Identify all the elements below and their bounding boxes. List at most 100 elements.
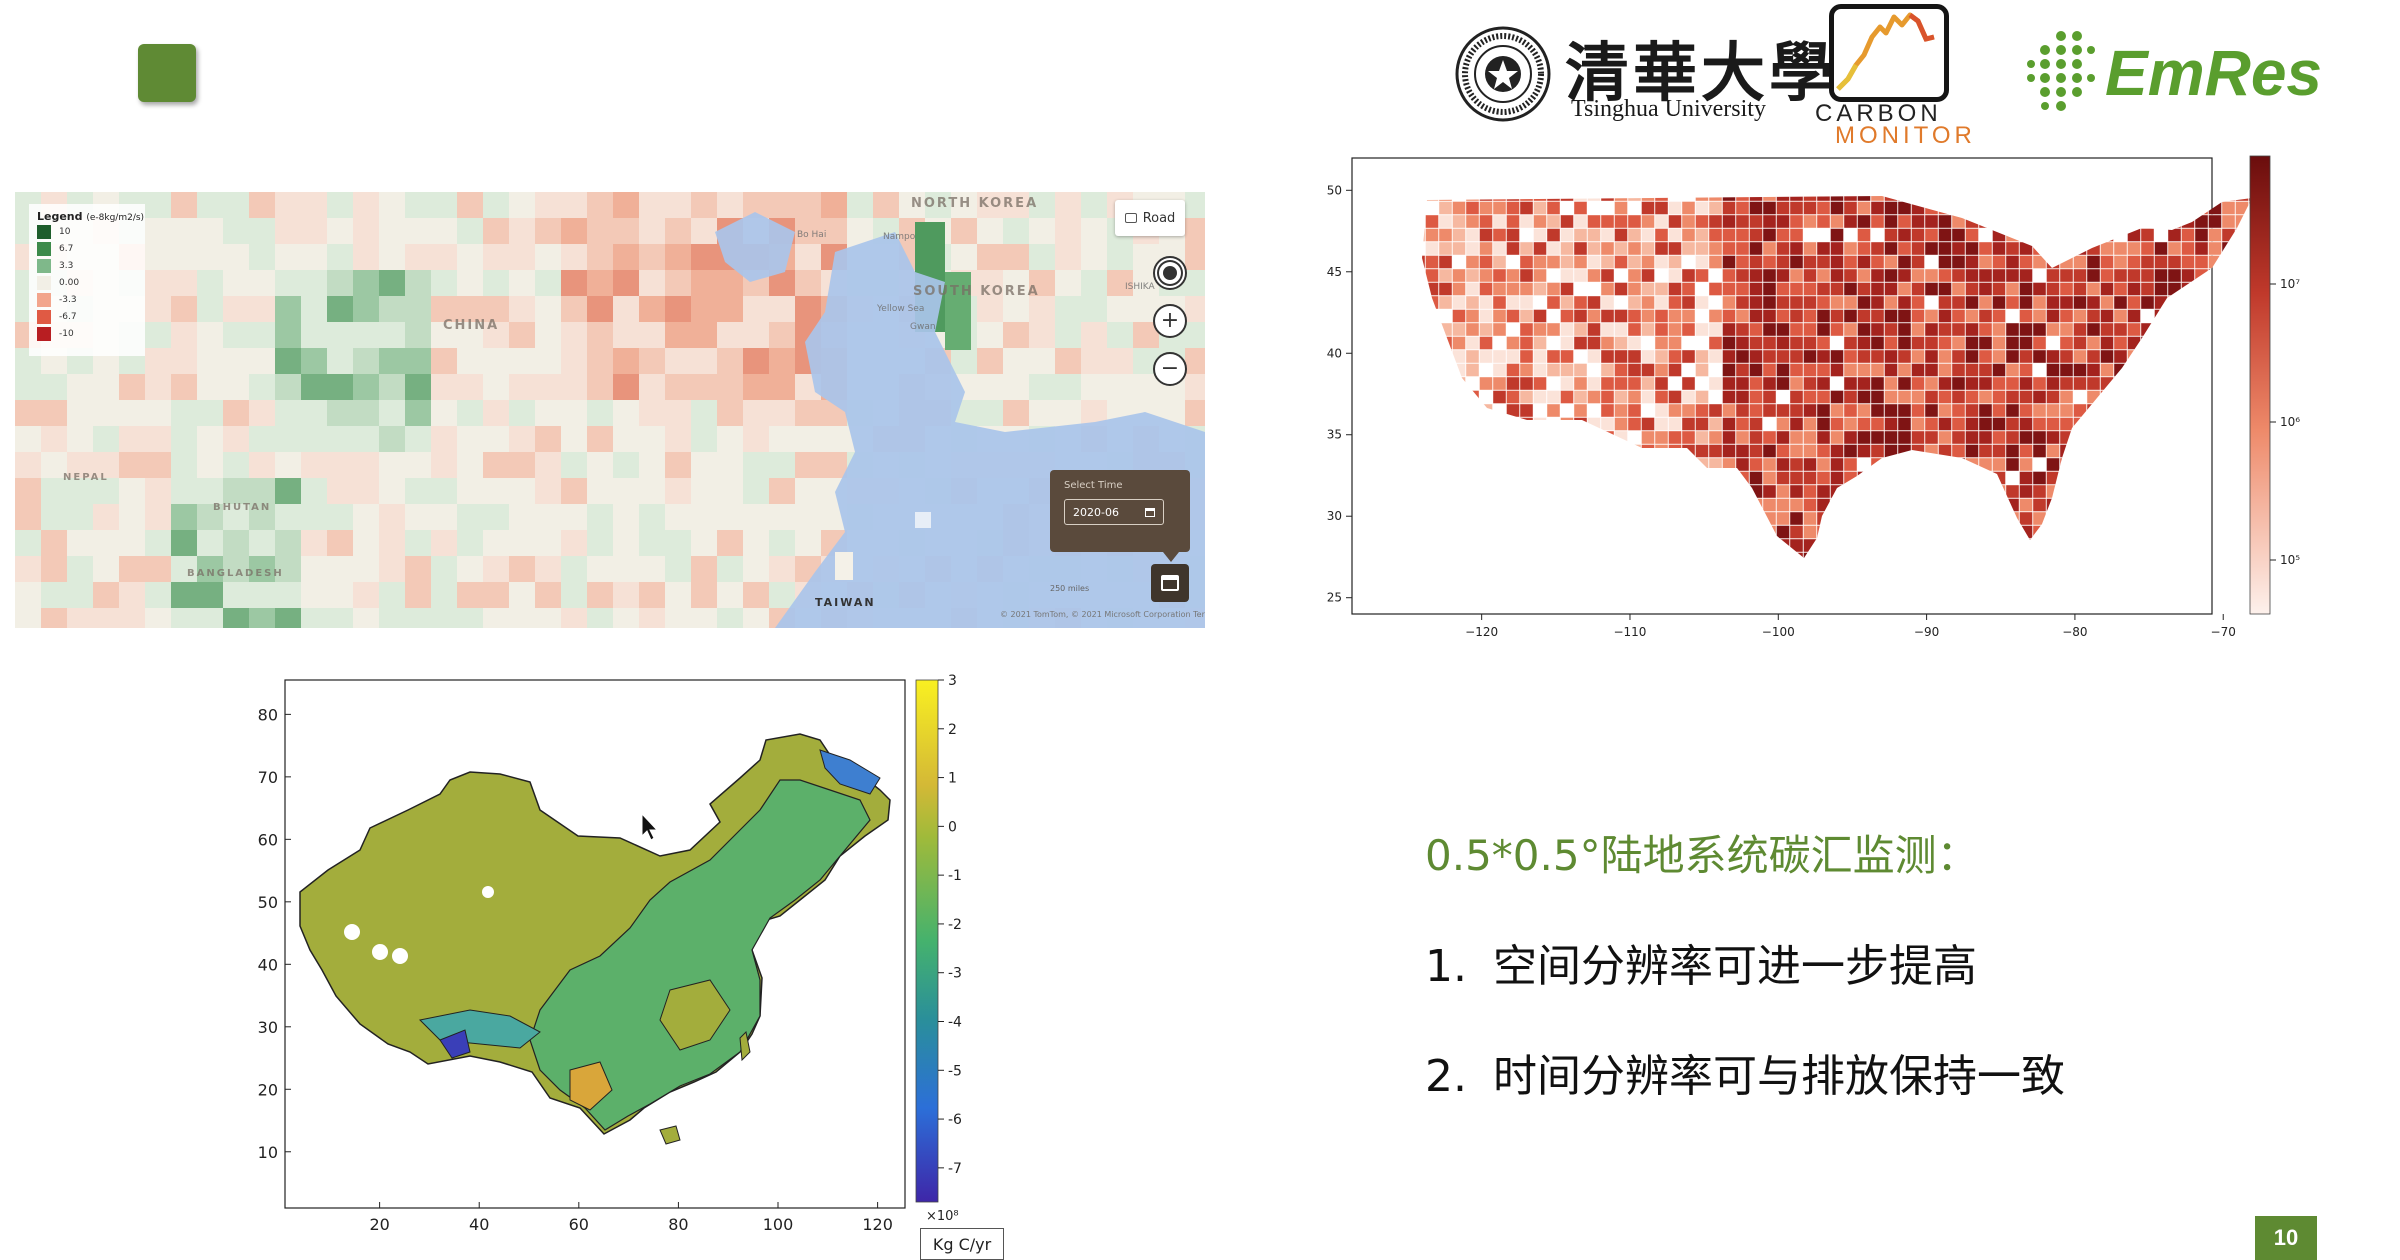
- us-grid-cell: [2208, 241, 2222, 256]
- us-grid-cell: [1789, 471, 1804, 485]
- us-grid-cell: [1924, 417, 1939, 431]
- flux-cell: [301, 296, 327, 322]
- us-grid-cell: [1789, 349, 1804, 364]
- us-grid-cell: [1978, 403, 1993, 418]
- flux-cell: [223, 296, 249, 322]
- flux-cell: [223, 322, 249, 348]
- us-grid-cell: [1749, 349, 1763, 364]
- flux-cell: [1107, 322, 1133, 348]
- us-grid-cell: [1897, 214, 1912, 229]
- zoom-in-button[interactable]: +: [1153, 304, 1187, 338]
- flux-cell: [691, 218, 717, 244]
- us-grid-cell: [1506, 390, 1520, 404]
- time-picker-popup: Select Time 2020-06: [1050, 470, 1190, 552]
- us-grid-cell: [1425, 241, 1439, 256]
- flux-cell: [119, 530, 145, 556]
- us-grid-cell: [1708, 241, 1723, 256]
- us-grid-cell: [1762, 363, 1777, 377]
- us-grid-cell: [1695, 201, 1709, 215]
- us-grid-cell: [1762, 471, 1777, 485]
- us-grid-cell: [2208, 228, 2222, 242]
- flux-cell: [691, 348, 717, 374]
- flux-cell: [275, 270, 301, 296]
- flux-cell: [223, 374, 249, 400]
- us-x-tick-label: −110: [1613, 625, 1646, 639]
- us-grid-cell: [1438, 214, 1453, 229]
- carbon-flux-web-map[interactable]: NORTH KOREA SOUTH KOREA CHINA NEPAL BHUT…: [15, 192, 1205, 628]
- us-grid-cell: [1951, 444, 1966, 458]
- us-grid-cell: [1465, 228, 1480, 242]
- us-grid-cell: [1897, 390, 1912, 404]
- flux-cell: [431, 374, 457, 400]
- flux-cell: [691, 582, 717, 608]
- road-style-button[interactable]: Road: [1115, 200, 1185, 236]
- us-grid-cell: [2154, 228, 2168, 242]
- flux-cell: [1081, 374, 1107, 400]
- flux-cell: [561, 478, 587, 504]
- us-grid-cell: [1992, 363, 2006, 377]
- us-grid-cell: [1492, 376, 1507, 391]
- us-grid-cell: [1803, 498, 1817, 512]
- flux-cell: [483, 296, 509, 322]
- us-grid-cell: [1762, 498, 1777, 512]
- flux-cell: [249, 322, 275, 348]
- flux-cell: [15, 478, 41, 504]
- us-grid-cell: [1803, 214, 1817, 229]
- flux-cell: [67, 426, 93, 452]
- us-grid-cell: [1789, 228, 1804, 242]
- us-grid-cell: [1600, 228, 1615, 242]
- map-attribution[interactable]: © 2021 TomTom, © 2021 Microsoft Corporat…: [1000, 610, 1205, 619]
- yellow-sea-label: Yellow Sea: [877, 304, 925, 314]
- us-grid-cell: [2046, 376, 2060, 391]
- us-grid-cell: [1789, 484, 1804, 499]
- map-canvas[interactable]: [15, 192, 1205, 628]
- calendar-button[interactable]: [1151, 564, 1189, 602]
- us-grid-cell: [1789, 511, 1804, 526]
- us-grid-cell: [1857, 241, 1871, 256]
- us-grid-cell: [1803, 241, 1817, 256]
- flux-cell: [457, 504, 483, 530]
- flux-cell: [41, 608, 67, 628]
- time-input[interactable]: 2020-06: [1064, 499, 1164, 525]
- flux-cell: [197, 296, 223, 322]
- flux-cell: [717, 478, 743, 504]
- flux-cell: [405, 270, 431, 296]
- us-grid-cell: [1992, 403, 2006, 418]
- us-grid-cell: [1816, 336, 1831, 350]
- us-grid-cell: [1857, 322, 1871, 337]
- us-grid-cell: [1938, 363, 1952, 377]
- flux-cell: [743, 296, 769, 322]
- flux-cell: [613, 426, 639, 452]
- us-grid-cell: [1600, 282, 1615, 296]
- flux-cell: [405, 348, 431, 374]
- us-grid-cell: [1654, 228, 1669, 242]
- us-grid-cell: [1681, 255, 1696, 269]
- us-cbar-tick-label: 10⁶: [2280, 415, 2300, 429]
- locate-me-button[interactable]: [1153, 256, 1187, 290]
- zoom-out-button[interactable]: −: [1153, 352, 1187, 386]
- us-grid-cell: [2154, 268, 2168, 283]
- us-grid-cell: [1843, 228, 1858, 242]
- flux-cell: [379, 582, 405, 608]
- flux-cell: [977, 400, 1003, 426]
- us-grid-cell: [1762, 376, 1777, 391]
- us-grid-cell: [1600, 322, 1615, 337]
- us-grid-cell: [1924, 214, 1939, 229]
- us-grid-cell: [1749, 228, 1763, 242]
- us-grid-cell: [1519, 336, 1534, 350]
- us-grid-cell: [1560, 336, 1574, 350]
- flux-cell: [249, 478, 275, 504]
- us-grid-cell: [1573, 390, 1588, 404]
- us-grid-cell: [1560, 255, 1574, 269]
- us-grid-cell: [1627, 228, 1642, 242]
- flux-cell: [1081, 296, 1107, 322]
- flux-cell: [509, 218, 535, 244]
- contour-patch-strong-sink: [439, 1029, 471, 1059]
- us-grid-cell: [1506, 336, 1520, 350]
- flux-cell: [1107, 296, 1133, 322]
- flux-cell: [457, 556, 483, 582]
- flux-cell: [145, 530, 171, 556]
- us-grid-cell: [1884, 309, 1898, 323]
- flux-cell: [249, 556, 275, 582]
